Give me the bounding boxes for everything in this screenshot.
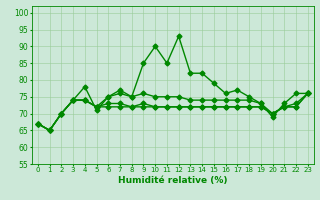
X-axis label: Humidité relative (%): Humidité relative (%) xyxy=(118,176,228,185)
